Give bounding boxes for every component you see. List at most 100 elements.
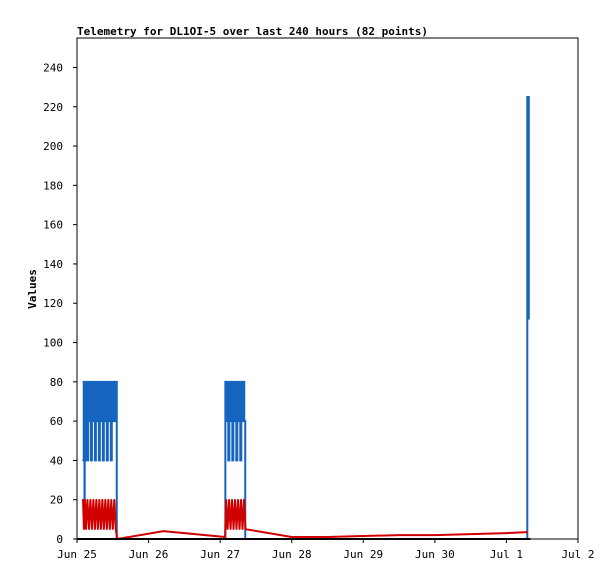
data-point-blue (232, 381, 235, 383)
y-tick-label: 60 (50, 415, 63, 428)
y-tick-label: 80 (50, 376, 63, 389)
data-point-blue (230, 381, 233, 383)
data-point-red (232, 528, 235, 530)
data-point-red (234, 498, 236, 501)
data-point-red (101, 498, 104, 501)
data-point-red (244, 528, 247, 530)
data-point-blue (90, 459, 92, 462)
data-point-red (238, 528, 241, 530)
x-tick-label: Jun 25 (57, 548, 97, 561)
data-point-red (235, 528, 238, 530)
data-point-red (398, 534, 400, 536)
data-point-red (100, 528, 102, 530)
y-tick-label: 20 (50, 494, 63, 507)
data-point-blue (238, 381, 241, 383)
data-point-red (85, 528, 87, 530)
data-point-red (224, 536, 226, 538)
data-point-red (326, 536, 329, 538)
data-point-black (529, 538, 532, 540)
data-point-blue (85, 459, 87, 462)
data-point-red (237, 498, 239, 501)
data-point-blue (107, 381, 109, 383)
data-point-red (113, 498, 116, 501)
data-point-blue (92, 420, 94, 422)
data-point-red (91, 528, 93, 530)
y-tick-label: 0 (56, 533, 63, 546)
data-point-blue (109, 459, 112, 462)
data-point-blue (243, 420, 246, 422)
data-point-blue (231, 459, 234, 462)
data-point-red (225, 498, 227, 501)
x-tick-label: Jun 26 (129, 548, 169, 561)
data-point-blue (110, 381, 113, 383)
y-tick-label: 160 (43, 219, 63, 232)
x-tick-label: Jun 29 (343, 548, 383, 561)
data-point-blue (86, 381, 88, 383)
data-point-blue (88, 420, 90, 422)
data-point-red (228, 498, 230, 501)
series-layer (76, 95, 532, 541)
y-tick-label: 200 (43, 140, 63, 153)
data-point-blue (101, 381, 103, 383)
data-point-blue (112, 381, 115, 383)
y-axis-ticks: 0 20 40 60 80 100 120 140 160 180 200 220 240 (43, 61, 77, 546)
data-point-blue (94, 459, 96, 462)
y-tick-label: 240 (43, 61, 63, 74)
data-point-red (226, 528, 229, 530)
data-point-blue (234, 381, 237, 383)
data-point-blue (99, 381, 101, 383)
data-point-blue (113, 420, 116, 422)
x-tick-label: Jul 2 (561, 548, 594, 561)
data-point-blue (97, 381, 99, 383)
data-point-blue (237, 420, 240, 422)
data-point-blue (226, 381, 229, 383)
data-point-blue (108, 420, 110, 422)
data-point-red (84, 498, 86, 501)
y-tick-label: 140 (43, 258, 63, 271)
data-point-blue (527, 318, 530, 320)
data-point-blue (98, 459, 100, 462)
data-point-red (92, 498, 95, 501)
data-point-blue (103, 381, 105, 383)
data-point-blue (95, 381, 97, 383)
data-point-red (229, 528, 232, 530)
data-point-blue (102, 459, 104, 462)
data-point-blue (106, 459, 108, 462)
data-point-red (95, 498, 98, 501)
data-point-blue (242, 381, 245, 383)
data-point-red (162, 530, 165, 532)
data-point-red (103, 528, 105, 530)
data-point-blue (105, 381, 107, 383)
data-point-blue (93, 381, 95, 383)
y-axis-label: Values (26, 269, 39, 309)
data-point-red (505, 532, 508, 534)
x-axis-ticks: Jun 25 Jun 26 Jun 27 Jun 28 Jun 29 Jun 30 Jul … (57, 539, 595, 561)
data-point-red (111, 528, 114, 530)
data-point-blue (240, 381, 243, 383)
data-point-red (97, 528, 99, 530)
data-point-red (241, 528, 244, 530)
data-point-red (526, 531, 529, 533)
data-point-blue (228, 381, 231, 383)
x-tick-label: Jun 27 (200, 548, 240, 561)
data-point-red (231, 498, 233, 501)
data-point-blue (89, 381, 91, 383)
data-point-blue (241, 420, 244, 422)
data-point-blue (224, 381, 227, 383)
x-tick-label: Jun 30 (415, 548, 455, 561)
data-point-blue (104, 420, 106, 422)
y-tick-label: 100 (43, 337, 63, 350)
y-tick-label: 40 (50, 454, 63, 467)
data-point-blue (86, 459, 89, 462)
data-point-blue (85, 420, 88, 422)
data-point-red (98, 498, 101, 501)
data-point-blue (233, 420, 236, 422)
data-point-blue (114, 381, 117, 383)
data-point-blue (91, 381, 93, 383)
data-point-blue (96, 420, 98, 422)
data-point-red (469, 533, 472, 535)
data-point-red (83, 528, 85, 530)
data-point-red (106, 528, 108, 530)
data-point-blue (236, 381, 239, 383)
